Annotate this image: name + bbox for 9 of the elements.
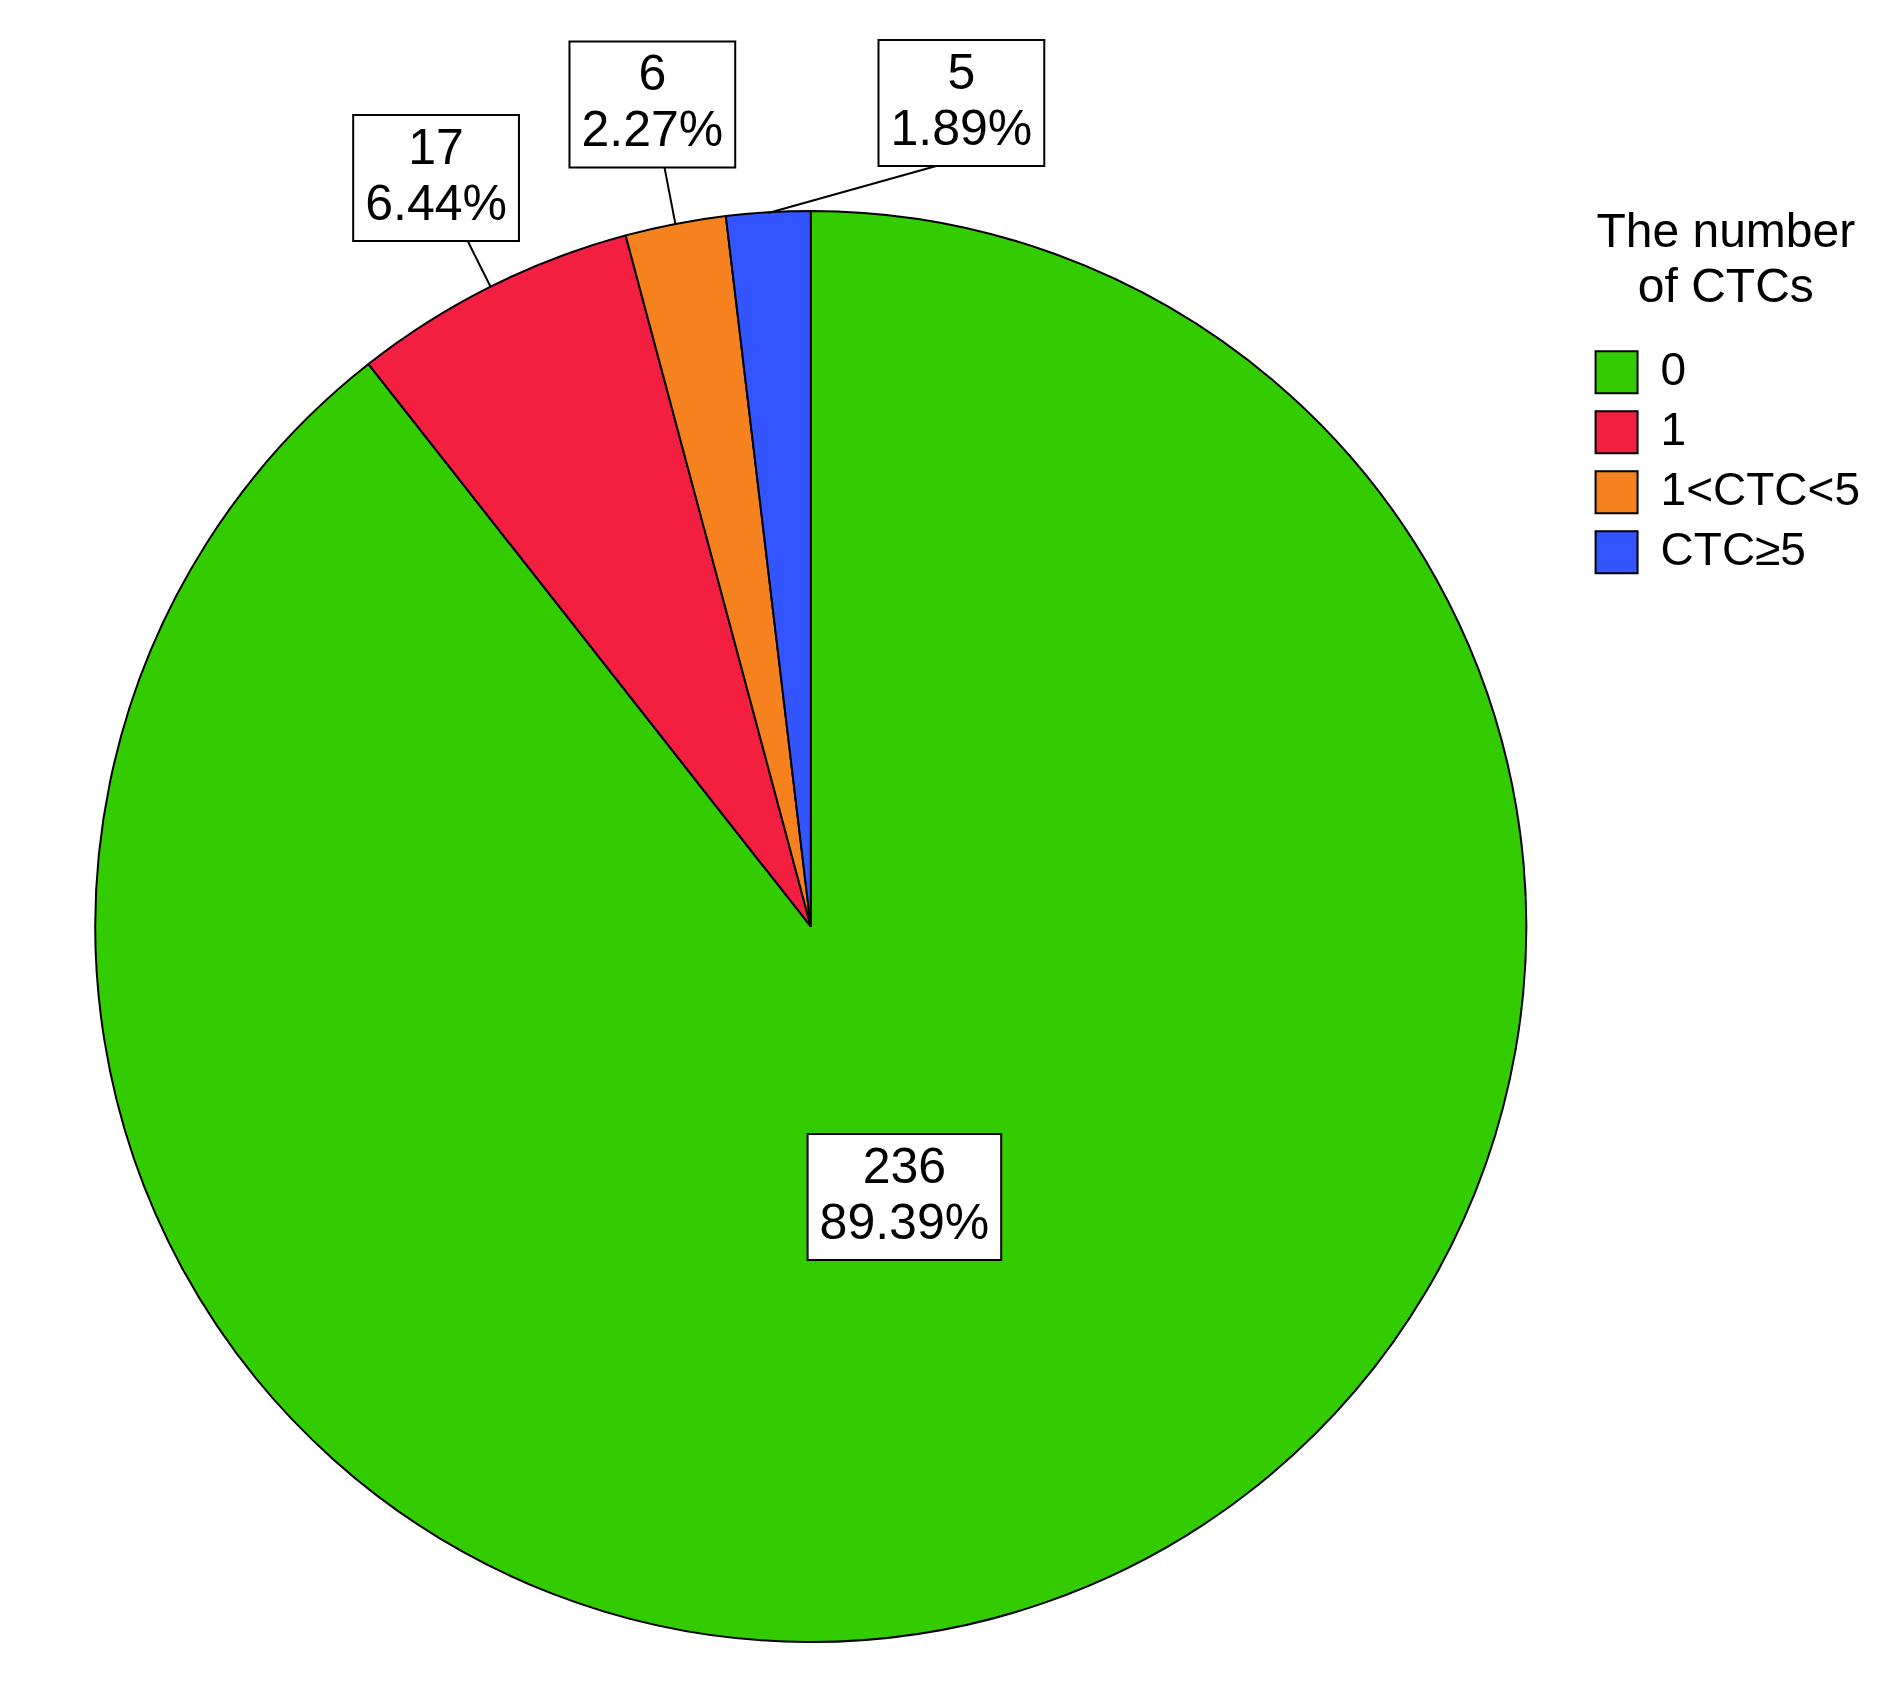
- legend-label: 1<CTC<5: [1660, 462, 1861, 515]
- data-label: 236 89.39%: [819, 1137, 990, 1250]
- data-label: 17 6.44%: [365, 118, 507, 231]
- legend-title: The number of CTCs: [1596, 204, 1856, 313]
- data-label: 5 1.89%: [890, 43, 1033, 156]
- legend-label: CTC≥5: [1660, 522, 1806, 575]
- legend-label: 0: [1660, 342, 1687, 395]
- legend-label: 1: [1660, 402, 1687, 455]
- data-label: 6 2.27%: [581, 45, 724, 158]
